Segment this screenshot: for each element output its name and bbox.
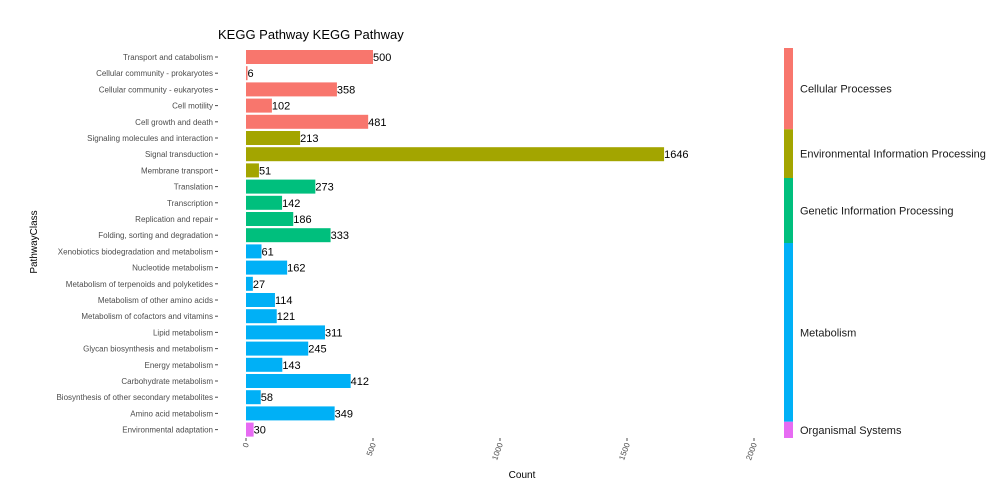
category-label: Metabolism of terpenoids and polyketides [66, 280, 213, 289]
category-label: Translation [174, 183, 213, 192]
legend-label: Environmental Information Processing [800, 149, 986, 161]
data-label: 6 [248, 68, 254, 80]
bar [246, 147, 665, 162]
bar [246, 82, 337, 97]
bar [246, 228, 331, 243]
data-label: 273 [315, 182, 333, 194]
data-label: 51 [259, 165, 271, 177]
data-label: 245 [308, 344, 326, 356]
bar [246, 50, 373, 64]
data-label: 162 [287, 263, 305, 275]
category-label: Xenobiotics biodegradation and metabolis… [58, 247, 214, 256]
data-label: 358 [337, 84, 355, 96]
category-label: Glycan biosynthesis and metabolism [83, 345, 213, 354]
category-label: Membrane transport [141, 166, 214, 175]
bar [246, 309, 277, 324]
data-label: 481 [368, 117, 386, 129]
category-label: Environmental adaptation [122, 426, 213, 435]
bar [246, 66, 248, 81]
category-label: Cellular community - prokaryotes [96, 69, 213, 78]
data-label: 142 [282, 198, 300, 210]
category-label: Transport and catabolism [123, 53, 213, 62]
data-label: 61 [261, 246, 273, 258]
legend-label: Genetic Information Processing [800, 206, 953, 218]
legend-label: Cellular Processes [800, 84, 892, 96]
data-label: 311 [325, 327, 343, 339]
bar [246, 325, 325, 340]
legend-label: Organismal Systems [800, 425, 902, 437]
bar [246, 276, 253, 291]
bar [246, 114, 369, 129]
bar [246, 98, 272, 113]
x-tick-label: 1000 [490, 441, 505, 461]
x-tick-label: 0 [241, 441, 251, 449]
category-label: Folding, sorting and degradation [98, 231, 213, 240]
bar [246, 390, 261, 405]
legend-swatch [784, 48, 793, 130]
data-label: 213 [300, 133, 318, 145]
legend-label: Metabolism [800, 327, 856, 339]
category-label: Carbohydrate metabolism [121, 377, 213, 386]
bar [246, 293, 275, 307]
category-label: Metabolism of other amino acids [98, 296, 213, 305]
data-label: 412 [351, 376, 369, 388]
category-label: Metabolism of cofactors and vitamins [81, 312, 213, 321]
category-label: Nucleotide metabolism [132, 264, 213, 273]
data-label: 500 [373, 52, 391, 64]
bar [246, 357, 283, 372]
bar [246, 406, 335, 421]
data-label: 333 [331, 230, 349, 242]
x-axis-title: Count [509, 470, 536, 480]
category-label: Energy metabolism [145, 361, 214, 370]
bar [246, 341, 309, 356]
bar [246, 212, 294, 226]
category-label: Replication and repair [135, 215, 213, 224]
data-label: 186 [293, 214, 311, 226]
bar [246, 244, 262, 259]
category-label: Signal transduction [145, 150, 213, 159]
x-tick-label: 500 [365, 441, 378, 457]
bar [246, 422, 254, 437]
legend-swatch [784, 243, 793, 422]
data-label: 58 [261, 392, 273, 404]
data-label: 349 [335, 408, 353, 420]
category-label: Lipid metabolism [153, 328, 213, 337]
data-label: 102 [272, 101, 290, 113]
legend-swatch [784, 129, 793, 178]
y-axis-title: PathwayClass [29, 210, 40, 273]
data-label: 30 [254, 425, 266, 437]
category-label: Transcription [167, 199, 213, 208]
data-label: 1646 [664, 149, 688, 161]
category-label: Cell growth and death [135, 118, 213, 127]
data-label: 143 [282, 360, 300, 372]
legend: Cellular Processes Environmental Informat… [784, 48, 986, 438]
bar [246, 260, 288, 275]
legend-swatch [784, 178, 793, 243]
data-label: 27 [253, 279, 265, 291]
category-label: Signaling molecules and interaction [87, 134, 213, 143]
category-label: Cell motility [172, 102, 213, 111]
bar [246, 374, 351, 388]
x-tick-label: 1500 [617, 441, 632, 461]
x-tick-label: 2000 [744, 441, 759, 461]
chart-title: KEGG Pathway KEGG Pathway [218, 27, 404, 42]
category-label: Amino acid metabolism [130, 409, 213, 418]
category-label: Cellular community - eukaryotes [99, 85, 213, 94]
plot-area: 500 Transport and catabolism 6 Cellular com… [56, 50, 759, 461]
bar [246, 131, 301, 145]
data-label: 114 [275, 295, 293, 307]
bar [246, 179, 316, 194]
data-label: 121 [277, 311, 295, 323]
bar [246, 195, 283, 210]
bar [246, 163, 259, 178]
legend-swatch [784, 421, 793, 438]
category-label: Biosynthesis of other secondary metaboli… [56, 393, 213, 402]
